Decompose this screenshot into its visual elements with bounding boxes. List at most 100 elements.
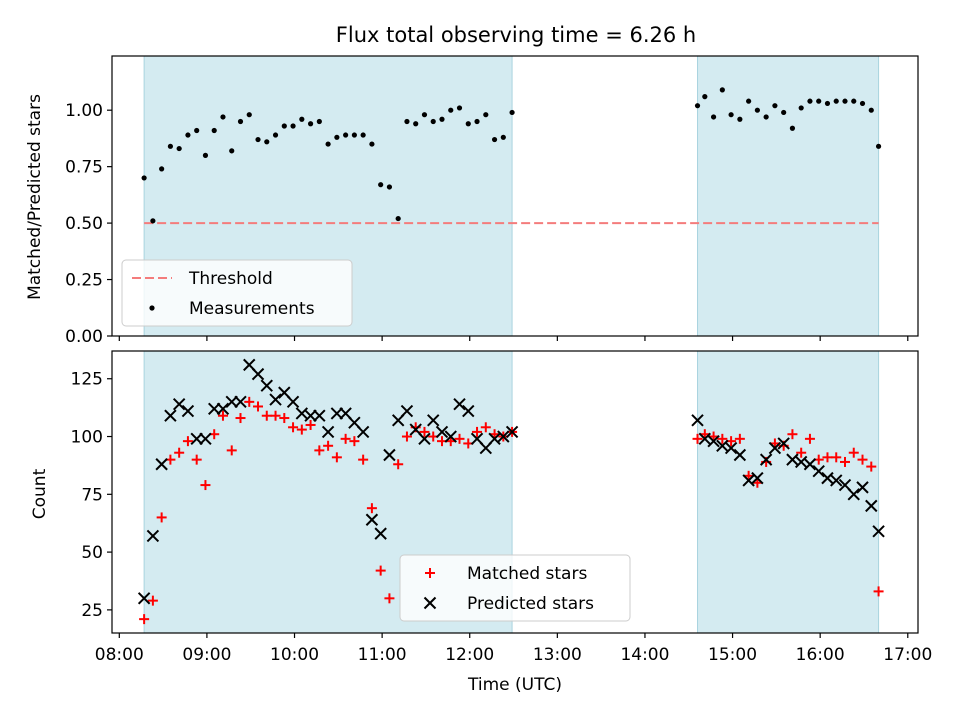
measurement-point <box>395 215 401 222</box>
measurement-point <box>281 123 287 129</box>
x-axis-label: Time (UTC) <box>467 675 562 695</box>
marker-stroke <box>759 453 773 466</box>
matched-star-marker <box>866 461 877 472</box>
marker-stroke <box>418 432 431 446</box>
matched-star-marker <box>472 426 483 437</box>
marker-stroke <box>470 432 484 446</box>
marker-stroke <box>505 425 519 439</box>
measurement-point <box>859 100 866 107</box>
legend-label: Measurements <box>189 299 315 319</box>
chart-title: Flux total observing time = 6.26 h <box>336 23 696 47</box>
predicted-star-marker <box>199 432 212 446</box>
measurement-point <box>719 87 725 93</box>
predicted-star-marker <box>759 453 773 466</box>
matched-star-marker <box>717 433 728 444</box>
matched-star-marker <box>314 445 325 456</box>
measurement-point <box>868 107 874 113</box>
measurement-point <box>851 98 857 104</box>
top-y-tick-label: 1.00 <box>65 101 103 121</box>
x-tick-label: 08:00 <box>95 645 144 665</box>
predicted-star-marker <box>137 592 151 605</box>
predicted-star-marker <box>830 474 843 487</box>
predicted-star-marker <box>155 458 168 471</box>
bottom-panel: 25 50 75 100 125 08:00 09:00 10:00 11:00 12:00 13:… <box>71 350 932 665</box>
matched-star-marker <box>873 586 884 597</box>
predicted-star-marker <box>374 527 387 540</box>
marker-stroke <box>453 397 466 411</box>
predicted-star-marker <box>269 393 282 406</box>
marker-stroke <box>295 407 309 420</box>
marker-stroke <box>786 453 799 466</box>
marker-stroke <box>462 404 475 418</box>
measurement-point <box>763 114 769 120</box>
bottom-y-tick-label: 125 <box>71 370 103 390</box>
measurement-point <box>369 141 375 147</box>
measurement-point <box>343 132 349 138</box>
predicted-star-marker <box>821 471 834 485</box>
marker-stroke <box>181 404 195 418</box>
measurement-point <box>448 107 454 113</box>
marker-stroke <box>733 448 747 462</box>
marker-stroke <box>830 474 843 487</box>
bottom-y-axis-label: Count <box>30 468 50 519</box>
predicted-star-marker <box>505 425 519 439</box>
predicted-star-marker <box>865 499 878 513</box>
legend-label: Matched stars <box>467 564 587 584</box>
measurement-point <box>360 132 366 138</box>
top-shaded-interval <box>697 55 880 337</box>
measurement-point <box>509 109 515 116</box>
predicted-star-marker <box>295 407 309 420</box>
matched-star-marker <box>401 431 412 442</box>
predicted-star-marker <box>724 441 738 455</box>
measurement-point <box>404 118 410 125</box>
predicted-star-marker <box>383 448 396 462</box>
marker-stroke <box>698 432 712 446</box>
x-tick-label: 16:00 <box>796 645 845 665</box>
marker-stroke <box>321 425 335 439</box>
predicted-star-marker <box>251 367 265 381</box>
measurement-point <box>421 112 428 118</box>
marker-stroke <box>348 416 361 429</box>
marker-stroke <box>190 432 203 446</box>
measurement-point <box>167 143 174 149</box>
predicted-star-marker <box>164 409 177 422</box>
top-y-tick-label: 0.25 <box>65 271 103 291</box>
matched-star-marker <box>831 452 842 463</box>
matched-star-marker <box>147 595 158 606</box>
predicted-star-marker <box>847 488 860 501</box>
measurement-point <box>483 112 489 118</box>
matched-star-marker <box>323 440 334 451</box>
matched-star-marker <box>296 424 307 435</box>
x-tick-label: 11:00 <box>358 645 407 665</box>
matched-star-marker <box>375 565 386 576</box>
marker-stroke <box>847 488 860 501</box>
measurement-point <box>824 100 831 107</box>
measurement-point <box>474 118 480 125</box>
predicted-star-marker <box>872 525 885 538</box>
marker-stroke <box>427 414 440 427</box>
predicted-star-marker <box>812 464 825 478</box>
measurement-point <box>264 139 270 145</box>
marker-stroke <box>400 404 414 418</box>
predicted-star-marker <box>777 437 790 450</box>
matched-star-marker <box>235 413 246 424</box>
marker-stroke <box>251 367 265 381</box>
predicted-star-marker <box>794 455 808 469</box>
measurement-point <box>702 94 708 100</box>
x-tick-label: 13:00 <box>533 645 582 665</box>
matched-star-marker <box>182 436 193 447</box>
marker-stroke <box>164 409 177 422</box>
marker-stroke <box>812 464 825 478</box>
matched-star-marker <box>253 401 264 412</box>
measurement-point <box>159 166 165 172</box>
x-tick-label: 10:00 <box>270 645 319 665</box>
predicted-star-marker <box>698 432 712 446</box>
marker-stroke <box>856 481 869 494</box>
marker-stroke <box>330 407 344 420</box>
measurement-point <box>237 118 244 125</box>
measurement-point <box>325 141 331 147</box>
matched-star-marker <box>787 429 798 440</box>
marker-stroke <box>724 441 738 455</box>
predicted-star-marker <box>444 430 457 443</box>
